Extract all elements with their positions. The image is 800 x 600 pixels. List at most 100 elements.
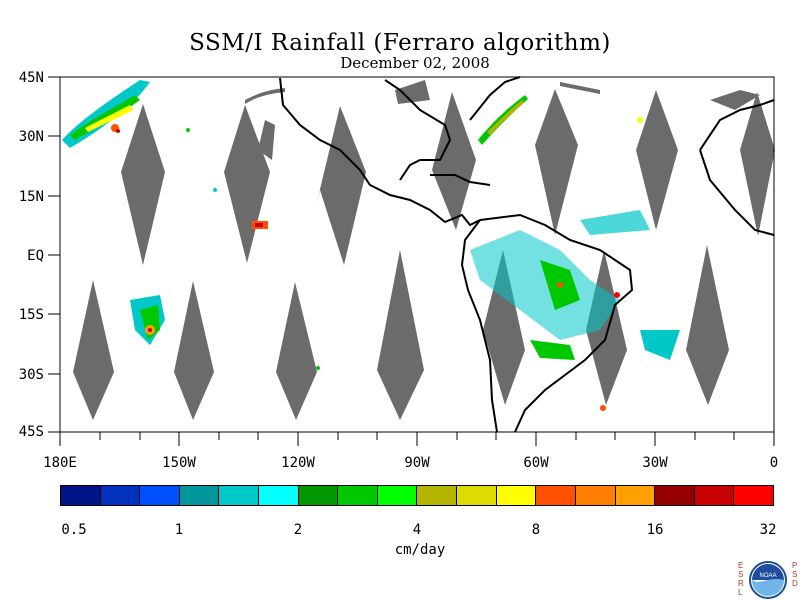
- swath-gap: [224, 105, 270, 263]
- coastline-south-america-east: [479, 213, 634, 433]
- logo-letter: D: [792, 579, 798, 588]
- lat-label: 15N: [18, 189, 44, 205]
- lat-label: 30N: [18, 129, 44, 145]
- rain-band: [640, 330, 680, 360]
- rain-cell: [557, 282, 563, 288]
- rain-band: [85, 105, 133, 132]
- swath-gap: [740, 92, 775, 236]
- noaa-logo-text: NOAA: [759, 573, 776, 579]
- swath-edge: [395, 80, 430, 104]
- lon-ticks: [59, 432, 775, 446]
- lat-label: 45N: [18, 70, 44, 86]
- lat-label: 30S: [18, 367, 44, 383]
- colorbar-segment: [655, 486, 695, 505]
- lon-label: 180E: [43, 455, 77, 471]
- colorbar-tick-label: 32: [759, 522, 777, 538]
- colorbar-segment: [140, 486, 180, 505]
- swath-gap: [636, 90, 678, 230]
- colorbar: [60, 485, 774, 506]
- rain-band: [530, 340, 575, 360]
- rainfall-patches: [62, 80, 680, 411]
- coastline-caribbean: [430, 174, 491, 186]
- coastline-africa-north: [699, 99, 775, 151]
- rain-cell: [148, 328, 152, 332]
- colorbar-segment: [100, 486, 141, 505]
- lat-ticks: [48, 76, 60, 433]
- swath-gap: [535, 89, 578, 235]
- lat-label: EQ: [27, 248, 44, 264]
- colorbar-segment: [734, 486, 773, 505]
- colorbar-segment: [179, 486, 220, 505]
- swath-edge: [560, 82, 600, 94]
- swath-gap: [377, 250, 424, 420]
- colorbar-tick-label: 4: [412, 522, 422, 538]
- colorbar-segment: [496, 486, 537, 505]
- swath-gap: [174, 281, 214, 420]
- colorbar-tick-label: 1: [174, 522, 184, 538]
- colorbar-segment: [694, 486, 735, 505]
- rain-cell: [255, 223, 263, 227]
- coastlines: [279, 76, 775, 433]
- colorbar-segment: [338, 486, 378, 505]
- rain-band: [487, 100, 524, 135]
- logo-letter: E: [738, 561, 744, 570]
- colorbar-segment: [457, 486, 497, 505]
- swath-gap: [121, 104, 165, 265]
- rain-band: [470, 230, 620, 340]
- rain-cell: [600, 405, 606, 411]
- psd-letters: P S D: [792, 561, 800, 588]
- colorbar-segment: [417, 486, 458, 505]
- colorbar-segment: [536, 486, 576, 505]
- logo-letter: R: [738, 579, 744, 588]
- logo-letter: S: [738, 570, 744, 579]
- coastline-south-america-west: [460, 219, 498, 433]
- map-title: SSM/I Rainfall (Ferraro algorithm): [189, 30, 611, 56]
- swath-gap: [258, 120, 275, 160]
- logo-letter: S: [792, 570, 798, 579]
- esrl-letters: E S R L: [738, 561, 746, 597]
- colorbar-tick-label: 8: [531, 522, 541, 538]
- colorbar-segment: [575, 486, 616, 505]
- rain-cell: [213, 188, 217, 192]
- swath-gaps: [73, 80, 775, 420]
- colorbar-segment: [298, 486, 339, 505]
- colorbar-segment: [377, 486, 418, 505]
- colorbar-tick-label: 2: [293, 522, 303, 538]
- colorbar-tick-label: 16: [646, 522, 664, 538]
- lon-label: 0: [769, 455, 779, 471]
- rain-cell: [116, 129, 120, 133]
- swath-edge: [710, 90, 760, 110]
- lat-label: 15S: [18, 307, 44, 323]
- lon-label: 120W: [281, 455, 315, 471]
- rain-band: [580, 210, 650, 235]
- coastline-north-america: [279, 77, 481, 227]
- map-date: December 02, 2008: [340, 54, 490, 72]
- swath-gap: [432, 92, 476, 230]
- swath-gap: [276, 282, 317, 420]
- lon-label: 30W: [642, 455, 668, 471]
- logo-letter: L: [738, 588, 743, 597]
- colorbar-segment: [61, 486, 101, 505]
- swath-gap: [315, 106, 366, 265]
- lon-label: 150W: [162, 455, 196, 471]
- coastline-gulf: [384, 79, 452, 181]
- swath-gap: [73, 280, 114, 420]
- rain-cell: [614, 292, 620, 298]
- rain-cell: [186, 128, 190, 132]
- colorbar-units: cm/day: [394, 542, 446, 558]
- colorbar-tick-label: 0.5: [61, 522, 87, 538]
- colorbar-segment: [219, 486, 260, 505]
- coastline-africa-west: [699, 149, 775, 236]
- lon-label: 90W: [404, 455, 430, 471]
- rain-band: [140, 305, 160, 340]
- colorbar-segment: [259, 486, 299, 505]
- swath-gap: [686, 245, 729, 405]
- colorbar-segment: [615, 486, 656, 505]
- coastline-east-us: [469, 76, 521, 121]
- noaa-logo: NOAA: [749, 561, 787, 599]
- lat-label: 45S: [18, 424, 44, 440]
- rain-cell: [637, 117, 643, 123]
- rain-cell: [316, 366, 320, 370]
- logo-letter: P: [792, 561, 798, 570]
